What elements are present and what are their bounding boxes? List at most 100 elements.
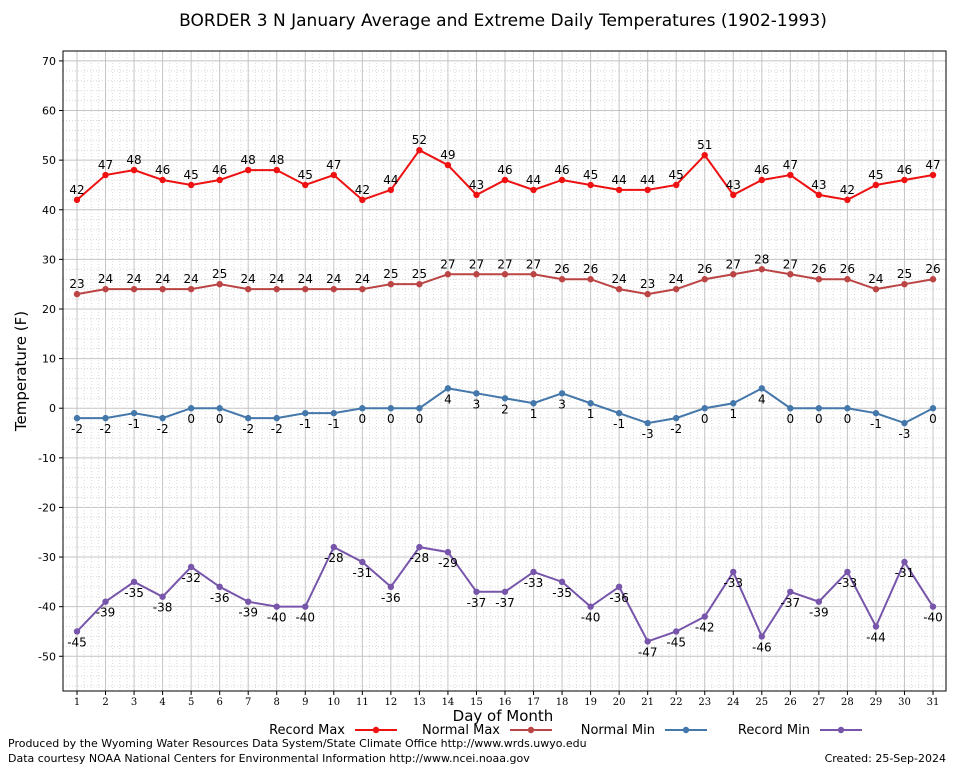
data-label: -35 <box>552 586 572 600</box>
data-label: -1 <box>870 417 882 431</box>
data-point <box>102 171 109 179</box>
data-label: -2 <box>242 422 254 436</box>
data-point <box>844 568 851 576</box>
legend-swatch-marker <box>372 726 380 734</box>
x-tick-label: 29 <box>870 697 883 708</box>
x-tick-label: 7 <box>245 697 251 708</box>
data-point <box>615 186 623 194</box>
x-tick-label: 24 <box>727 697 740 708</box>
data-point <box>615 583 623 591</box>
data-label: -40 <box>267 611 287 625</box>
data-point <box>130 166 138 174</box>
data-label: 25 <box>412 267 427 281</box>
data-point <box>187 285 195 293</box>
data-point <box>644 638 651 645</box>
x-tick-label: 15 <box>470 697 483 708</box>
data-label: -47 <box>638 645 658 659</box>
data-label: 3 <box>473 397 481 411</box>
data-label: -46 <box>752 640 772 654</box>
data-label: -45 <box>67 635 87 649</box>
legend-item: Normal Min <box>581 723 707 738</box>
data-label: 42 <box>840 183 855 197</box>
data-label: -44 <box>866 631 886 645</box>
data-point <box>872 409 880 417</box>
data-label: -2 <box>71 422 83 436</box>
data-point <box>130 409 138 417</box>
data-point <box>929 603 937 610</box>
series-normal-min: -2 -2 -1 -2 0 0 -2 -2 -1 -1 0 0 0 4 3 2 1 3 1 -1 -3 -2 0 1 4 0 0 0 -… <box>71 385 937 441</box>
data-point <box>73 290 81 298</box>
legend: Record Max Normal Max Normal Min Record Min <box>269 723 862 738</box>
data-point <box>787 171 794 179</box>
data-label: 43 <box>726 178 741 192</box>
data-point <box>673 414 680 422</box>
data-point <box>758 266 765 273</box>
x-tick-label: 19 <box>584 697 597 708</box>
data-point <box>216 176 223 184</box>
x-tick-label: 14 <box>442 697 455 708</box>
data-point <box>387 583 395 591</box>
data-label: 1 <box>530 407 538 421</box>
data-label: 24 <box>326 272 341 286</box>
data-label: -2 <box>670 422 682 436</box>
data-point <box>216 405 223 412</box>
y-tick-label: -50 <box>38 650 56 663</box>
data-point <box>901 176 908 184</box>
data-label: 26 <box>554 262 569 276</box>
data-point <box>872 623 880 630</box>
data-label: -1 <box>328 417 340 431</box>
data-point <box>245 414 252 422</box>
x-tick-label: 21 <box>641 697 654 708</box>
data-label: 45 <box>583 168 598 182</box>
legend-item: Record Min <box>738 723 862 738</box>
data-point <box>102 598 109 605</box>
y-tick-label: 10 <box>42 353 56 366</box>
data-point <box>273 166 280 174</box>
x-tick-label: 9 <box>302 697 308 708</box>
data-point <box>273 414 280 422</box>
data-point <box>644 419 651 427</box>
legend-label: Normal Max <box>422 723 500 738</box>
data-point <box>302 181 309 189</box>
data-point <box>444 548 452 556</box>
data-point <box>787 588 794 595</box>
data-point <box>159 414 166 422</box>
data-label: 47 <box>98 158 113 172</box>
series-record-max: 42 47 48 46 45 46 48 48 45 47 42 44 52 49 43 46 44 46 45 44… <box>69 133 941 204</box>
data-point <box>473 271 480 278</box>
data-label: 43 <box>811 178 826 192</box>
y-tick-label: 20 <box>42 303 56 316</box>
data-point <box>758 176 765 184</box>
data-label: -35 <box>124 586 144 600</box>
data-point <box>673 285 680 293</box>
data-point <box>330 171 337 179</box>
x-tick-label: 3 <box>131 697 137 708</box>
y-tick-label: -40 <box>38 601 56 614</box>
data-label: -29 <box>438 556 458 570</box>
data-point <box>330 285 337 293</box>
data-point <box>730 191 737 199</box>
data-point <box>102 285 109 293</box>
data-point <box>587 276 594 283</box>
data-label: 23 <box>640 277 655 291</box>
data-point <box>644 290 651 298</box>
data-point <box>929 276 937 283</box>
data-label: 43 <box>469 178 484 192</box>
data-label: -2 <box>157 422 169 436</box>
data-label: 27 <box>469 257 484 271</box>
data-label: 46 <box>554 163 569 177</box>
data-label: -45 <box>666 635 686 649</box>
data-label: -3 <box>642 427 654 441</box>
data-point <box>787 405 794 412</box>
data-point <box>758 385 765 392</box>
data-point <box>530 271 537 278</box>
y-tick-label: -30 <box>38 551 56 564</box>
data-point <box>187 563 195 571</box>
data-point <box>558 578 566 586</box>
data-label: 48 <box>126 153 141 167</box>
data-point <box>473 191 480 199</box>
data-point <box>558 176 566 184</box>
